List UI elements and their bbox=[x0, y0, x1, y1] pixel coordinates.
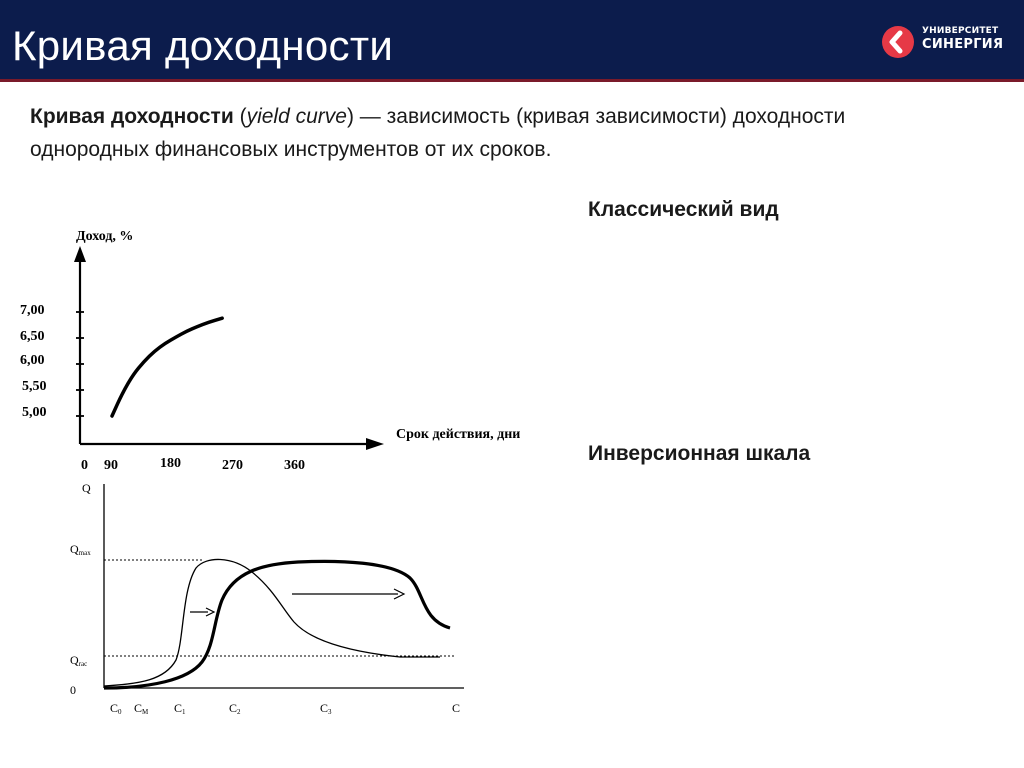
c0-label: C0 bbox=[110, 701, 122, 716]
classic-yield-chart: Доход, % Срок действия, дни 7,00 6,50 6,… bbox=[20, 229, 520, 473]
c1-label: C1 bbox=[174, 701, 186, 716]
x-tick-label: 270 bbox=[222, 458, 243, 473]
cm-label: CM bbox=[134, 701, 149, 716]
thin-curve bbox=[103, 558, 440, 687]
c3-label: C3 bbox=[320, 701, 332, 716]
zero-label: 0 bbox=[70, 683, 76, 697]
q-axis-label: Q bbox=[82, 481, 91, 495]
arrow-head-icon bbox=[205, 607, 216, 617]
x-axis-arrow-icon bbox=[366, 438, 384, 450]
synergy-logo-icon bbox=[882, 26, 914, 58]
logo-line-2: СИНЕРГИЯ bbox=[922, 37, 1004, 52]
slide-header: Кривая доходности УНИВЕРСИТЕТ СИНЕРГИЯ bbox=[0, 0, 1024, 82]
page-title: Кривая доходности bbox=[12, 22, 394, 69]
university-logo: УНИВЕРСИТЕТ СИНЕРГИЯ bbox=[880, 24, 1010, 60]
c2-label: C2 bbox=[229, 701, 241, 716]
y-tick-label: 7,00 bbox=[20, 303, 45, 318]
inverse-scale-chart: Q Qmax Qrac 0 C0 CM C1 C2 C3 C bbox=[70, 481, 464, 716]
paren-open: ( bbox=[233, 105, 247, 128]
y-axis-label: Доход, % bbox=[76, 229, 133, 244]
x-axis-label: Срок действия, дни bbox=[396, 427, 520, 442]
q-max-label: Qmax bbox=[70, 542, 91, 557]
arrow-head-icon bbox=[393, 588, 406, 600]
x-tick-label: 360 bbox=[284, 458, 305, 473]
definition-text: — зависимость (кривая зависимости) доход… bbox=[30, 105, 846, 161]
definition-term: Кривая доходности bbox=[30, 105, 234, 128]
y-tick-label: 5,00 bbox=[22, 405, 47, 420]
definition-paragraph: Кривая доходности (yield curve) — зависи… bbox=[30, 100, 900, 166]
bold-curve bbox=[103, 559, 451, 690]
x-tick-label: 180 bbox=[160, 456, 181, 471]
y-axis-arrow-icon bbox=[74, 246, 86, 262]
c-label: C bbox=[452, 701, 460, 715]
q-rac-label: Qrac bbox=[70, 653, 87, 668]
paren-close: ) bbox=[346, 105, 354, 128]
y-tick-label: 5,50 bbox=[22, 379, 47, 394]
x-tick-label: 90 bbox=[104, 458, 118, 473]
yield-curve-line bbox=[110, 316, 224, 418]
caption-inverse: Инверсионная шкала bbox=[588, 442, 811, 465]
x-tick-label: 0 bbox=[81, 458, 88, 473]
y-tick-label: 6,50 bbox=[20, 329, 45, 344]
caption-classic: Классический вид bbox=[588, 198, 779, 221]
logo-line-1: УНИВЕРСИТЕТ bbox=[922, 26, 999, 36]
y-tick-label: 6,00 bbox=[20, 353, 45, 368]
definition-english: yield curve bbox=[246, 105, 347, 128]
